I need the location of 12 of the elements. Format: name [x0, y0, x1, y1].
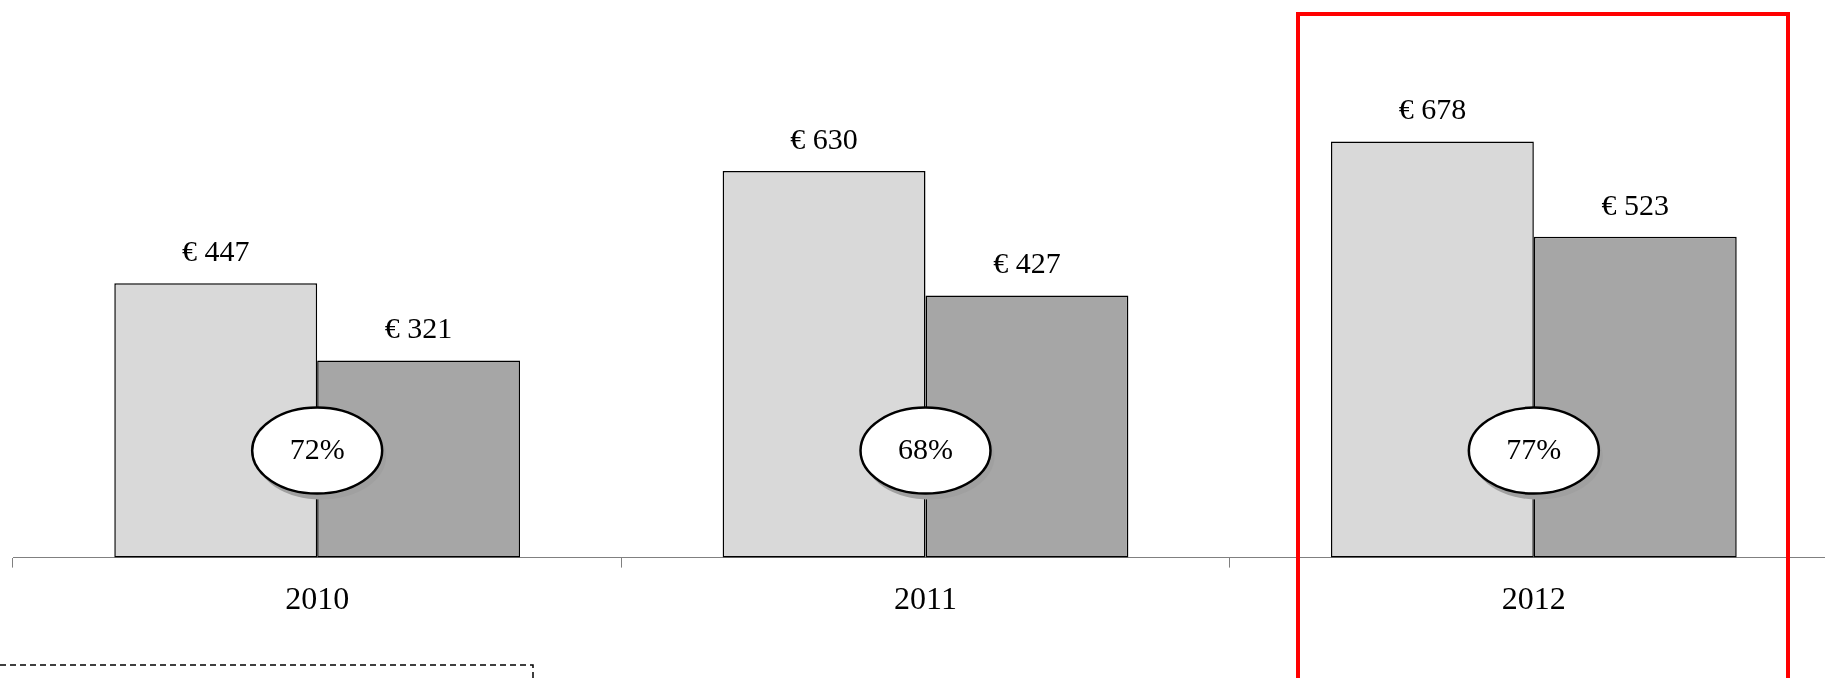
data-label: € 523	[1601, 187, 1670, 221]
annotation: 72%	[289, 432, 345, 466]
annotation: 68%	[898, 432, 953, 466]
data-label: € 447	[181, 234, 250, 268]
data-label: € 630	[790, 121, 858, 155]
annotation: 77%	[1506, 432, 1562, 466]
x-tick-label: 2011	[894, 580, 957, 617]
data-label: € 427	[993, 246, 1061, 280]
data-label: € 678	[1398, 92, 1467, 126]
data-label: € 321	[384, 311, 453, 345]
x-tick-label: 2010	[285, 580, 350, 617]
x-tick-label: 2012	[1501, 580, 1566, 617]
